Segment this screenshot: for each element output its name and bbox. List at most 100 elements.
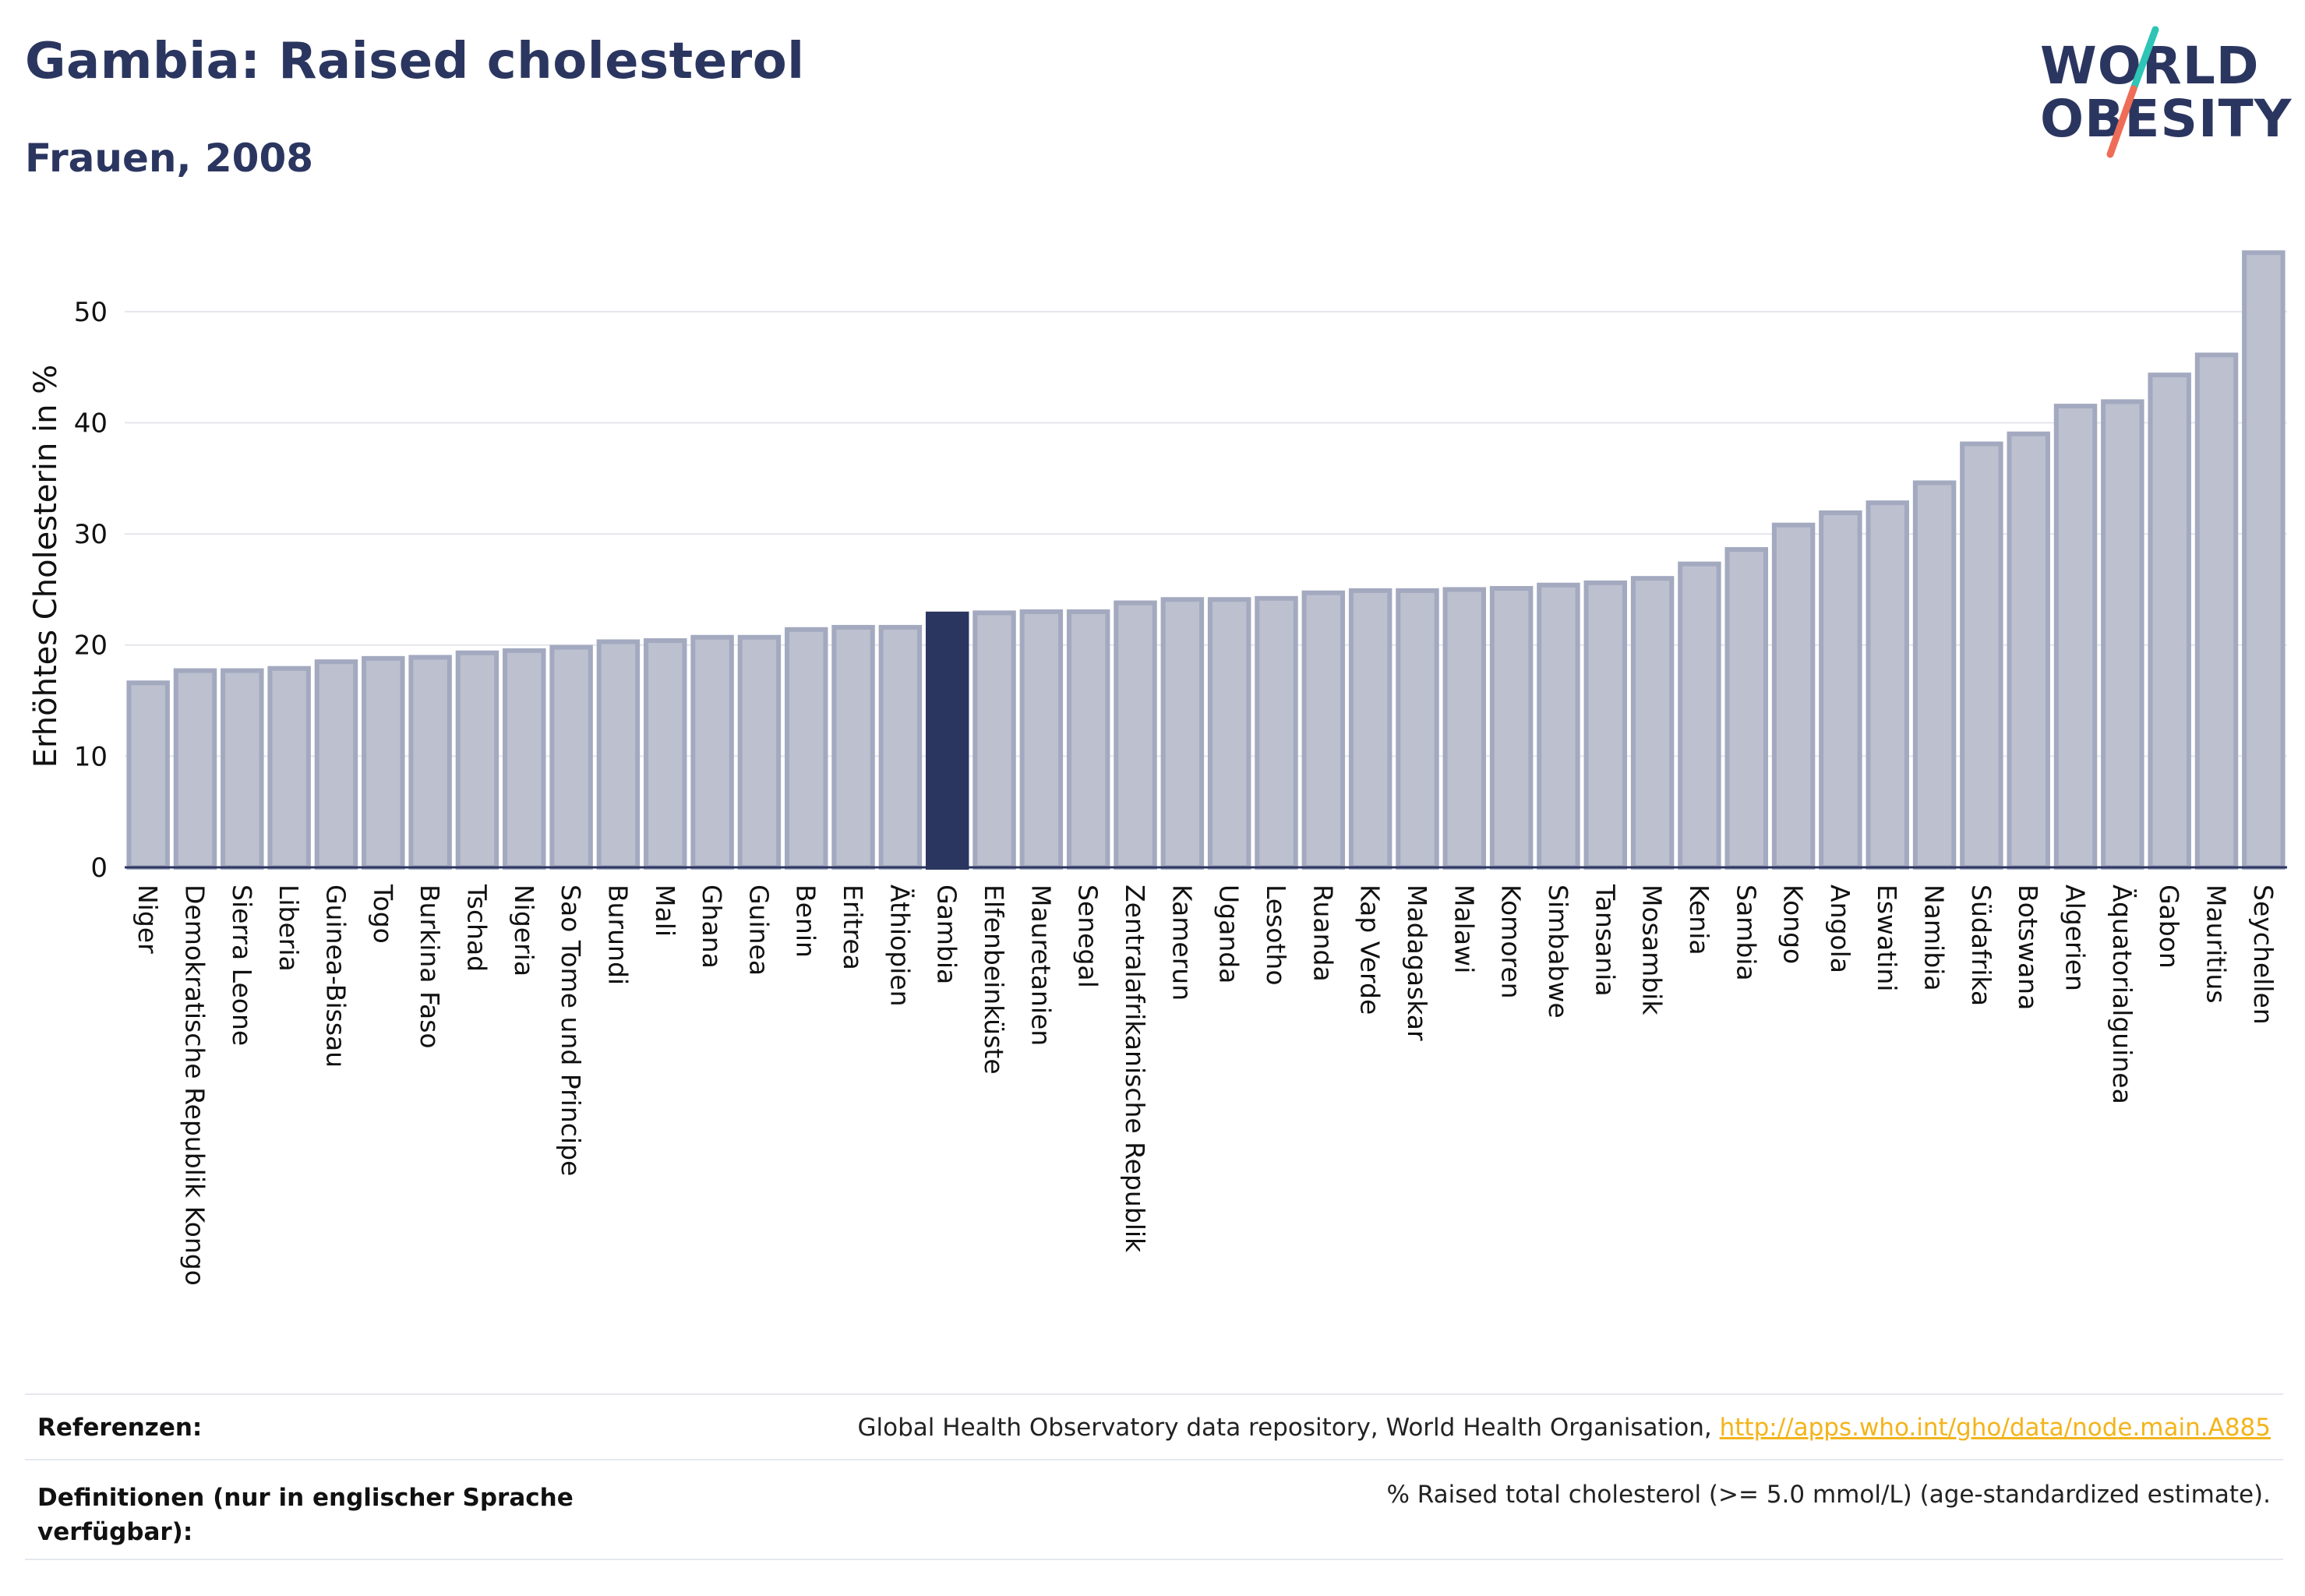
x-category-label: Liberia [274, 885, 304, 972]
x-category-label: Niger [132, 885, 163, 954]
x-category-label: Kongo [1778, 885, 1809, 964]
bar-niger [126, 680, 170, 870]
x-category-label: Kap Verde [1355, 885, 1385, 1015]
bar-mauritius [2194, 352, 2239, 870]
bar-ghana [690, 634, 734, 870]
x-category-label: Gabon [2154, 885, 2184, 969]
bar-guinea-bissau [314, 659, 358, 870]
x-category-label: Eritrea [838, 885, 868, 970]
x-category-label: Seychellen [2248, 885, 2279, 1025]
x-category-label: Guinea [743, 885, 774, 976]
bar-demokratische-republik-kongo [173, 668, 217, 870]
bar-mosambik [1630, 576, 1675, 870]
bar-liberia [267, 666, 311, 870]
x-category-label: Ghana [697, 885, 727, 969]
y-tick-label: 0 [90, 853, 108, 884]
footer: Referenzen: Global Health Observatory da… [25, 1393, 2283, 1560]
bar-ruanda [1301, 590, 1346, 870]
bar-eswatini [1866, 500, 1909, 870]
bar-uganda [1207, 597, 1251, 870]
bar-nigeria [503, 648, 546, 870]
x-category-label: Algerien [2060, 885, 2091, 991]
x-category-label: Burundi [602, 885, 633, 985]
bar-mali [644, 638, 687, 870]
x-category-label: Demokratische Republik Kongo [179, 885, 210, 1286]
y-tick-label: 20 [74, 630, 108, 662]
logo-slash-icon [2106, 26, 2159, 158]
bar-burundi [596, 639, 641, 870]
references-label: Referenzen: [37, 1414, 203, 1442]
bar-madagaskar [1396, 588, 1439, 870]
bar-algerien [2053, 404, 2098, 870]
x-category-label: Namibia [1919, 885, 1950, 991]
bar-simbabwe [1537, 582, 1580, 870]
x-category-label: Madagaskar [1402, 885, 1432, 1041]
x-category-label: Malawi [1449, 885, 1479, 973]
x-category-label: Angola [1825, 885, 1855, 973]
bar-malawi [1442, 587, 1487, 870]
bar-kenia [1678, 561, 1721, 870]
bar-äthiopien [878, 624, 923, 870]
x-category-label: Lesotho [1261, 885, 1291, 986]
bar-sierra-leone [221, 668, 264, 870]
bar-burkina-faso [408, 655, 452, 870]
x-category-label: Mali [650, 885, 680, 937]
bar-südafrika [1960, 441, 2003, 870]
bar-komoren [1489, 585, 1534, 870]
x-category-label: Komoren [1496, 885, 1527, 999]
y-tick-label: 30 [74, 519, 108, 550]
bar-senegal [1066, 609, 1110, 870]
references-value: Global Health Observatory data repositor… [858, 1414, 2271, 1442]
bar-gabon [2148, 373, 2191, 870]
bar-namibia [1912, 480, 1957, 870]
bar-zentralafrikanische-republik [1114, 600, 1157, 870]
x-category-label: Äthiopien [884, 885, 915, 1007]
x-category-label: Burkina Faso [415, 885, 445, 1049]
x-category-label: Kenia [1684, 885, 1714, 955]
x-category-label: Togo [368, 884, 398, 944]
definitions-value: % Raised total cholesterol (>= 5.0 mmol/… [1386, 1481, 2271, 1509]
bar-gambia [925, 611, 969, 870]
references-text: Global Health Observatory data repositor… [857, 1414, 1720, 1442]
bar-guinea [737, 634, 782, 870]
x-category-label: Tansania [1590, 884, 1620, 997]
y-axis-ticks: 0 10 20 30 40 50 [74, 297, 108, 884]
x-category-label: Zentralafrikanische Republik [1120, 885, 1150, 1253]
bar-botswana [2007, 431, 2050, 870]
definitions-row: Definitionen (nur in englischer Sprache … [25, 1459, 2283, 1560]
x-category-label: Südafrika [1966, 885, 1996, 1006]
bar-seychellen [2242, 250, 2286, 870]
x-category-label: Elfenbeinküste [979, 885, 1009, 1075]
x-category-label: Nigeria [509, 885, 539, 976]
bar-kamerun [1160, 597, 1205, 870]
x-category-label: Benin [791, 885, 821, 958]
x-category-label: Mosambik [1637, 885, 1668, 1015]
x-category-label: Gambia [932, 885, 962, 984]
bar-sambia [1724, 547, 1768, 870]
references-link[interactable]: http://apps.who.int/gho/data/node.main.A… [1719, 1414, 2271, 1442]
x-category-label: Guinea-Bissau [320, 885, 351, 1068]
y-axis-label: Erhöhtes Cholesterin in % [28, 365, 64, 768]
y-tick-label: 10 [74, 741, 108, 772]
x-category-label: Ruanda [1308, 885, 1338, 982]
bar-tschad [455, 650, 499, 870]
bar-eritrea [831, 624, 875, 870]
bar-mauretanien [1019, 609, 1064, 870]
bar-lesotho [1255, 595, 1298, 870]
x-category-label: Mauretanien [1025, 885, 1056, 1046]
y-tick-label: 50 [74, 297, 108, 328]
x-category-label: Senegal [1073, 885, 1103, 988]
logo-line2: OBESITY [2040, 89, 2293, 149]
x-category-label: Mauritius [2201, 885, 2232, 1004]
page-title: Gambia: Raised cholesterol [25, 33, 805, 90]
bar-togo [362, 655, 405, 870]
definitions-label: Definitionen (nur in englischer Sprache … [37, 1484, 574, 1546]
x-category-label: Botswana [2013, 885, 2043, 1010]
bar-angola [1819, 510, 1862, 870]
bar-elfenbeinküste [972, 610, 1016, 870]
bars [126, 250, 2286, 870]
bar-chart: 0 10 20 30 40 50 Erhöhtes Cholesterin in % Ni… [28, 250, 2287, 1286]
x-category-label: Eswatini [1872, 885, 1902, 991]
x-category-label: Simbabwe [1543, 885, 1573, 1019]
bar-benin [784, 627, 828, 870]
